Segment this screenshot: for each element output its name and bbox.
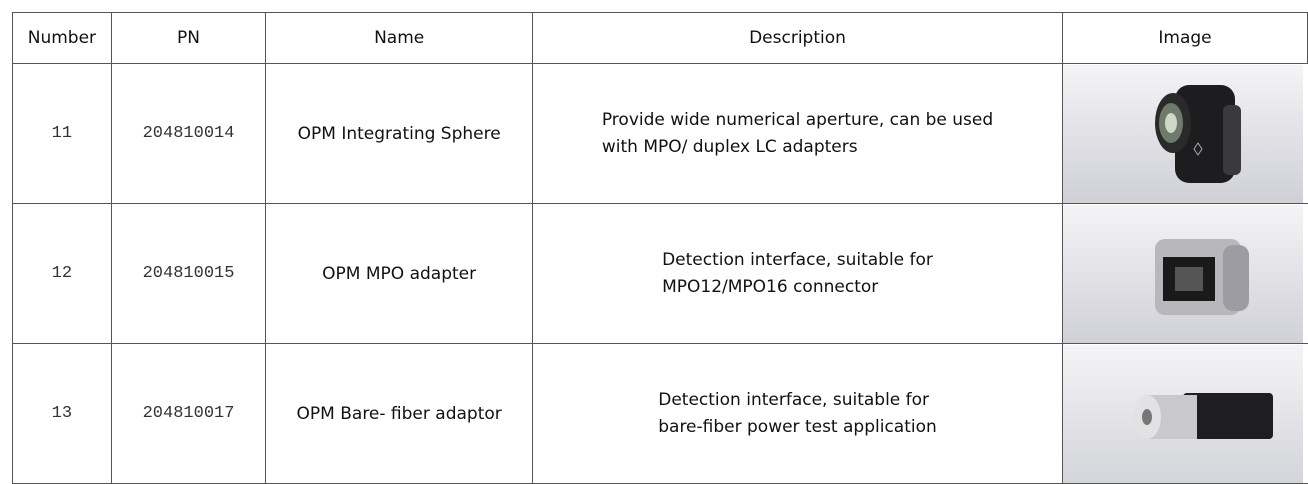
- name-cell: OPM MPO adapter: [265, 203, 534, 344]
- image-cell: [1062, 203, 1308, 344]
- header-cell: Name: [265, 12, 534, 64]
- description-cell: Provide wide numerical aperture, can be …: [532, 63, 1063, 204]
- name-cell: OPM Bare- fiber adaptor: [265, 343, 534, 484]
- table-body: 11 204810014 OPM Integrating Sphere Provide…: [12, 63, 1308, 484]
- table-row: 12 204810015 OPM MPO adapter Detection inte…: [12, 203, 1308, 344]
- product-photo: [1063, 204, 1303, 343]
- description-line: Provide wide numerical aperture, can be …: [601, 109, 994, 130]
- description-line: bare-fiber power test application: [658, 416, 937, 437]
- image-cell: [1062, 343, 1308, 484]
- table-row: 11 204810014 OPM Integrating Sphere Provide…: [12, 63, 1308, 204]
- description-line: Detection interface, suitable for: [662, 249, 933, 270]
- description-cell: Detection interface, suitable for bare-fi…: [532, 343, 1063, 484]
- description-cell: Detection interface, suitable for MPO12/M…: [532, 203, 1063, 344]
- name-cell: OPM Integrating Sphere: [265, 63, 534, 204]
- pn-cell: 204810015: [110, 203, 267, 344]
- description-line: MPO12/MPO16 connector: [662, 276, 879, 297]
- product-photo: [1063, 344, 1303, 483]
- pn-cell: 204810017: [110, 343, 267, 484]
- product-photo: [1063, 64, 1303, 203]
- header-cell: Image: [1062, 12, 1308, 64]
- description: Detection interface, suitable for MPO12/M…: [662, 247, 933, 301]
- image-cell: [1062, 63, 1308, 204]
- header-cell: Description: [532, 12, 1063, 64]
- header-cell: PN: [110, 12, 267, 64]
- pn-cell: 204810014: [110, 63, 267, 204]
- description-line: with MPO/ duplex LC adapters: [601, 136, 858, 157]
- description: Provide wide numerical aperture, can be …: [602, 107, 993, 161]
- number-cell: 13: [12, 343, 112, 484]
- description-line: Detection interface, suitable for: [658, 389, 930, 410]
- table-row: 13 204810017 OPM Bare- fiber adaptor Detect…: [12, 343, 1308, 484]
- product-table: Number PN Name Description Image 11 204810014…: [12, 12, 1308, 484]
- header-cell: Number: [12, 12, 112, 64]
- number-cell: 12: [12, 203, 112, 344]
- number-cell: 11: [12, 63, 112, 204]
- description: Detection interface, suitable for bare-fi…: [658, 387, 937, 441]
- header-row: Number PN Name Description Image: [12, 12, 1308, 64]
